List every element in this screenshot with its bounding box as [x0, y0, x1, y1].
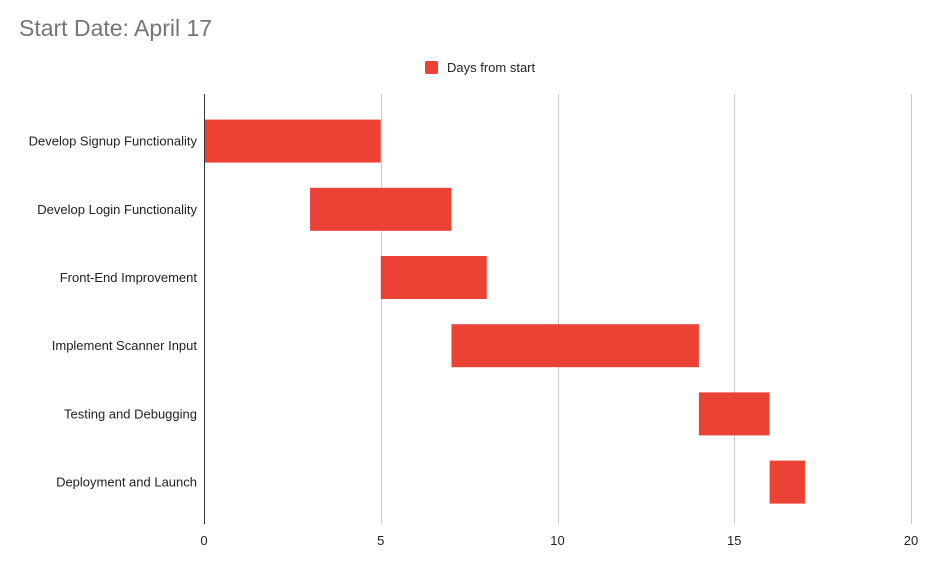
x-tick-labels: 0 5 10 15 20: [200, 533, 918, 548]
category-label: Testing and Debugging: [64, 406, 197, 421]
legend: Days from start: [425, 59, 535, 76]
gantt-bar: [769, 460, 805, 504]
gridlines: [381, 94, 912, 524]
legend-swatch: [425, 61, 438, 74]
gantt-bar: [380, 256, 487, 299]
chart-title: Start Date: April 17: [19, 15, 213, 41]
category-label: Develop Login Functionality: [37, 202, 197, 217]
category-label: Front-End Improvement: [60, 270, 198, 285]
gantt-bar: [310, 187, 452, 231]
category-label: Develop Signup Functionality: [29, 134, 198, 149]
x-tick-label: 5: [377, 533, 384, 548]
x-tick-label: 0: [200, 533, 207, 548]
category-label: Implement Scanner Input: [52, 338, 198, 353]
gantt-bar: [698, 392, 770, 436]
category-label: Deployment and Launch: [56, 475, 197, 490]
gantt-bar: [204, 119, 381, 163]
x-tick-label: 20: [904, 533, 918, 548]
bars: [204, 119, 805, 504]
legend-label: Days from start: [447, 60, 536, 75]
x-tick-label: 10: [550, 533, 564, 548]
x-tick-label: 15: [727, 533, 741, 548]
gantt-bar: [451, 324, 699, 368]
category-labels: Develop Signup Functionality Develop Logi…: [29, 134, 198, 490]
